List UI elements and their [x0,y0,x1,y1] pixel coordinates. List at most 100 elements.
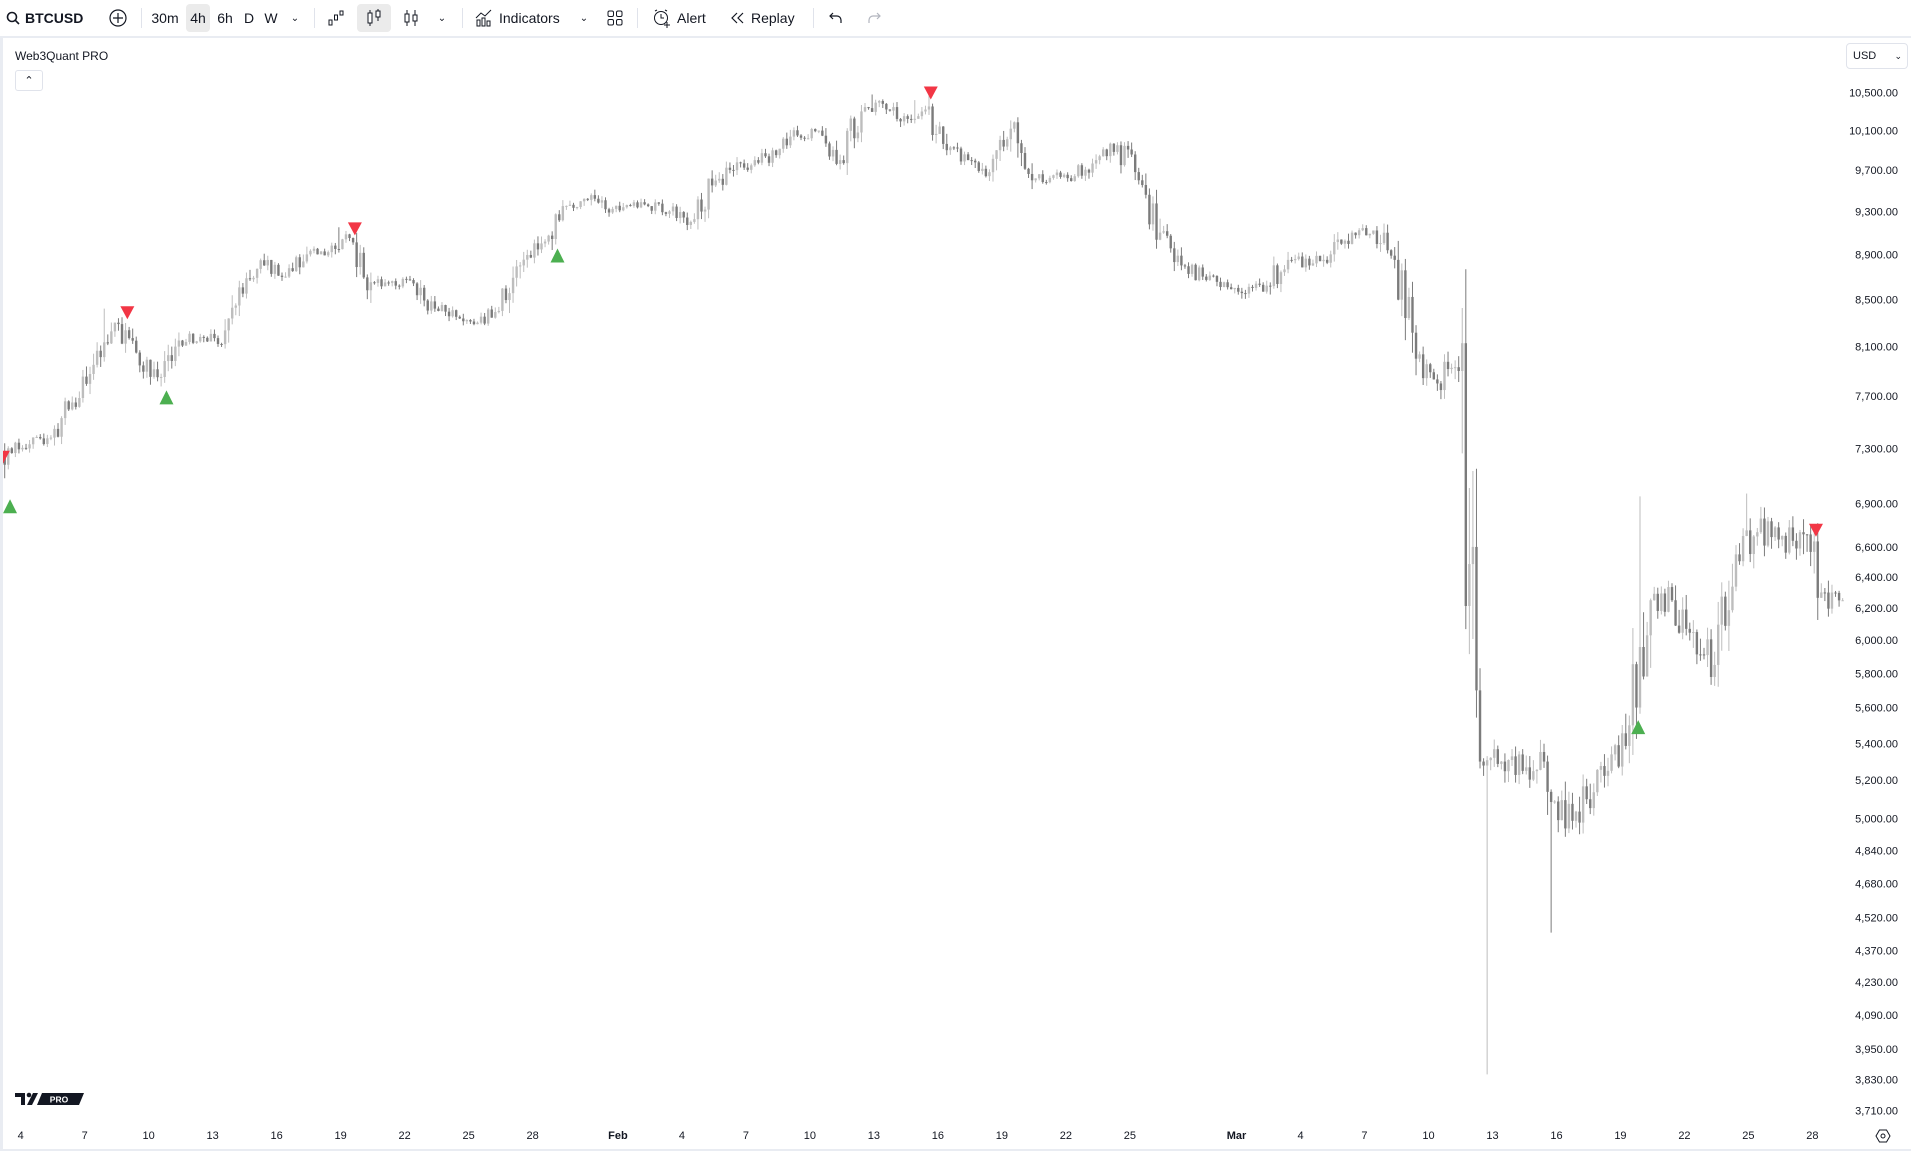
candle-body [1208,275,1212,280]
replay-button[interactable]: Replay [726,4,799,32]
candle [1827,580,1830,617]
interval-30m[interactable]: 30m [149,4,181,32]
candle-body [721,178,725,185]
candle [792,127,796,141]
indicators-button[interactable]: Indicators [470,4,564,32]
candle-body [863,107,867,112]
interval-w[interactable]: W [261,4,281,32]
candle-body [394,281,397,286]
candle [885,102,888,115]
candle [433,296,437,312]
candle-body [1571,803,1574,821]
candle [1482,758,1485,776]
candle-body [1749,530,1752,555]
chart-type-bars-button[interactable] [397,4,425,32]
candle-body [21,447,24,450]
candle-body [255,268,259,278]
compare-symbol-button[interactable] [104,4,132,32]
candle [771,147,774,168]
candle [1315,251,1318,268]
candle [821,126,824,137]
chart-type-candles-button[interactable] [357,4,391,32]
candle [959,146,963,165]
candle [838,154,842,170]
tradingview-logo[interactable]: PRO [15,1090,85,1113]
candle-body [664,212,668,214]
candle [138,350,141,373]
candle-body [1521,754,1524,771]
candle [469,319,472,324]
candle-body [1685,609,1688,629]
chart-settings-button[interactable] [1875,1128,1891,1149]
candle [1660,586,1663,615]
redo-icon [868,12,881,23]
price-tick-label: 4,370.00 [1855,945,1898,957]
candle-body [1247,286,1251,294]
candle [490,305,493,318]
interval-6h[interactable]: 6h [213,4,237,32]
interval-dropdown[interactable]: ⌄ [285,4,305,32]
candle-body [35,436,38,438]
candle-body [490,309,493,318]
grid-icon [607,10,623,26]
price-chart[interactable]: 10,500.00 10,100.00 9,700.00 9,300.00 8,900.… [3,38,1911,1149]
candle [1158,218,1162,241]
candle [1368,233,1372,239]
undo-button[interactable] [822,4,850,32]
candle-body [56,428,60,437]
candle-body [1144,185,1148,195]
candle-body [1578,811,1581,823]
candle [1667,580,1670,613]
chart-pane[interactable]: 10,500.00 10,100.00 9,700.00 9,300.00 8,900.… [3,38,1911,1149]
indicators-dropdown[interactable]: ⌄ [574,4,594,32]
chart-type-line-button[interactable] [322,4,350,32]
time-tick-label: 4 [18,1130,24,1142]
candle [1478,668,1482,769]
candle [202,335,205,343]
collapse-legend-button[interactable]: ⌃ [15,70,43,91]
candle [53,425,56,446]
candle [465,319,469,324]
candle-body [629,205,632,207]
currency-select[interactable]: USD ⌄ [1846,43,1908,69]
candle [742,159,746,170]
interval-d[interactable]: D [240,4,258,32]
candle-body [540,243,543,250]
chart-type-dropdown[interactable]: ⌄ [432,4,452,32]
alert-button[interactable]: Alert [648,4,710,32]
candle [398,284,401,290]
candle [494,307,497,319]
candle [1133,151,1137,181]
symbol-search-button[interactable]: BTCUSD [6,4,83,32]
candle-body [693,219,696,222]
candle [195,340,198,344]
candle-body [949,147,952,151]
candle [1677,609,1681,634]
candle [1226,279,1229,290]
candle-body [522,259,525,266]
candle-body [533,243,536,258]
candle-body [625,205,629,208]
candle-body [1197,267,1201,281]
candle-body [1461,343,1464,371]
candle [1692,620,1695,648]
candle-body [1713,664,1716,677]
candle [120,317,124,345]
price-axis: 10,500.00 10,100.00 9,700.00 9,300.00 8,900.… [1849,88,1898,1118]
candle [639,198,643,209]
redo-button[interactable] [860,4,888,32]
candle [14,441,17,458]
candle [1329,250,1332,268]
interval-4h[interactable]: 4h [186,4,210,32]
candle [526,249,529,268]
layout-templates-button[interactable] [601,4,629,32]
candle [1649,598,1652,668]
candle [1325,256,1329,265]
candle-body [1781,535,1784,540]
candle-body [309,250,312,255]
candle [1763,507,1766,557]
candle-body [277,264,280,276]
rewind-icon [731,12,744,24]
candle-body [1397,259,1400,300]
candle [515,259,518,287]
